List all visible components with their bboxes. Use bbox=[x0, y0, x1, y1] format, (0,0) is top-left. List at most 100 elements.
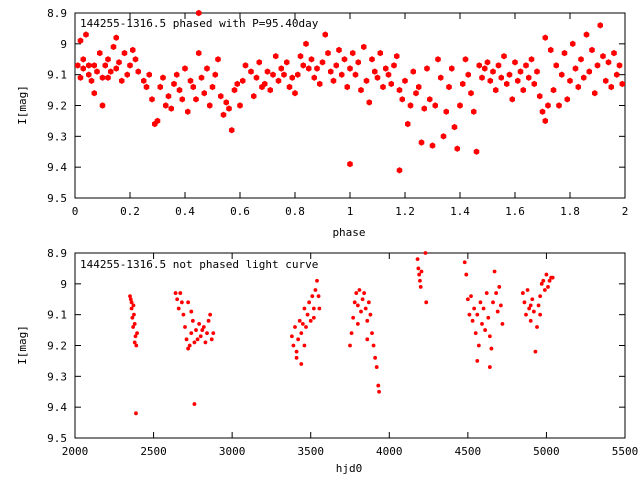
unphased-data-point bbox=[483, 328, 488, 332]
phased-data-point bbox=[317, 80, 323, 88]
phased-data-point bbox=[187, 77, 194, 84]
phased-data-point bbox=[600, 53, 606, 60]
unphased-data-point bbox=[203, 340, 208, 345]
unphased-data-point bbox=[520, 291, 525, 295]
unphased-data-point bbox=[294, 355, 299, 360]
unphased-data-point bbox=[175, 297, 180, 302]
unphased-data-point bbox=[187, 343, 192, 348]
phased-data-point bbox=[473, 148, 480, 155]
phased-y-tick-labels: 8.9 9 9.1 9.2 9.3 9.4 9.5 bbox=[47, 7, 67, 205]
phased-data-point bbox=[413, 90, 419, 97]
phased-data-point bbox=[108, 68, 114, 75]
phased-data-point bbox=[614, 71, 620, 78]
unphased-data-point bbox=[359, 309, 363, 314]
unphased-data-point bbox=[500, 322, 505, 326]
phased-data-point bbox=[262, 80, 268, 88]
phased-data-point bbox=[113, 34, 119, 41]
unphased-data-point bbox=[200, 328, 205, 332]
phased-data-point bbox=[402, 77, 408, 84]
unphased-data-point bbox=[131, 303, 136, 308]
unphased-data-point bbox=[498, 303, 503, 308]
unphased-data-point bbox=[192, 402, 197, 406]
unphased-data-point bbox=[315, 278, 319, 283]
unphased-x-tick-label: 3000 bbox=[219, 445, 246, 458]
phased-y-tick-label: 9.1 bbox=[47, 69, 67, 82]
unphased-data-point bbox=[423, 251, 428, 255]
unphased-data-point bbox=[316, 294, 321, 299]
phased-data-point bbox=[594, 62, 601, 69]
unphased-data-point bbox=[418, 285, 423, 289]
unphased-data-point bbox=[186, 300, 191, 305]
phased-data-point bbox=[542, 117, 548, 125]
phased-x-tick-label: 1.2 bbox=[395, 205, 415, 218]
phased-data-point bbox=[616, 62, 623, 69]
unphased-data-point bbox=[348, 343, 352, 348]
phased-x-tick-label: 1 bbox=[347, 205, 354, 218]
unphased-data-point bbox=[198, 334, 203, 339]
unphased-data-point bbox=[189, 309, 194, 314]
unphased-data-point bbox=[308, 318, 313, 323]
phased-data-point bbox=[160, 74, 166, 81]
phased-data-point bbox=[534, 68, 540, 75]
phased-data-point bbox=[105, 74, 111, 81]
unphased-x-tick-label: 5000 bbox=[533, 445, 560, 458]
phased-x-tick-label: 1.8 bbox=[560, 205, 580, 218]
unphased-data-point bbox=[300, 322, 305, 326]
phased-data-point bbox=[350, 49, 356, 57]
phased-data-point bbox=[179, 96, 185, 103]
unphased-data-point bbox=[533, 349, 538, 354]
unphased-data-point bbox=[131, 325, 136, 329]
phased-data-point bbox=[506, 71, 513, 78]
phased-data-point bbox=[154, 117, 161, 125]
phased-data-point bbox=[300, 62, 306, 69]
unphased-y-axis-label: I[mag] bbox=[16, 325, 29, 365]
phased-data-point bbox=[91, 62, 97, 69]
phased-data-point bbox=[559, 71, 565, 78]
phased-data-point bbox=[75, 62, 81, 69]
unphased-data-point bbox=[368, 312, 373, 317]
phased-y-tick-label: 9.3 bbox=[47, 130, 67, 143]
unphased-data-point bbox=[494, 291, 499, 295]
phased-data-point bbox=[592, 90, 598, 97]
unphased-x-tick-labels: 2000 2500 3000 3500 4000 4500 5000 5500 bbox=[62, 445, 639, 458]
unphased-data-point bbox=[478, 300, 483, 305]
phased-data-point bbox=[185, 108, 191, 115]
phased-data-point bbox=[410, 68, 416, 75]
phased-data-point bbox=[537, 93, 543, 100]
phased-data-point bbox=[545, 102, 551, 109]
unphased-data-point bbox=[313, 288, 318, 292]
phased-data-point bbox=[517, 68, 524, 75]
phased-data-point bbox=[251, 93, 257, 100]
phased-x-tick-label: 0 bbox=[72, 205, 79, 218]
phased-data-point bbox=[311, 74, 317, 81]
unphased-data-point bbox=[132, 340, 137, 345]
unphased-data-point bbox=[299, 331, 304, 336]
phased-data-point bbox=[102, 62, 108, 69]
unphased-data-point bbox=[184, 337, 189, 342]
phased-data-point bbox=[556, 102, 562, 109]
unphased-data-point bbox=[464, 272, 469, 277]
unphased-data-point bbox=[135, 331, 139, 336]
unphased-x-tick-label: 4500 bbox=[455, 445, 482, 458]
unphased-data-point bbox=[299, 362, 304, 366]
phased-data-point bbox=[328, 68, 334, 75]
unphased-x-axis-label: hjd0 bbox=[336, 462, 363, 475]
unphased-data-point bbox=[473, 331, 478, 336]
phased-data-point bbox=[234, 80, 240, 88]
phased-plot-frame bbox=[74, 12, 626, 199]
phased-data-point bbox=[531, 80, 537, 88]
unphased-data-point bbox=[527, 306, 532, 311]
phased-data-point bbox=[358, 86, 364, 94]
unphased-data-point bbox=[524, 312, 528, 317]
phased-data-point bbox=[297, 53, 304, 60]
phased-data-point bbox=[270, 71, 276, 78]
phased-data-point bbox=[303, 40, 309, 47]
unphased-data-point bbox=[310, 294, 315, 299]
unphased-data-point bbox=[178, 291, 183, 295]
unphased-data-point bbox=[132, 312, 136, 317]
phased-data-point bbox=[539, 108, 546, 115]
phased-data-point bbox=[438, 74, 444, 81]
unphased-data-point bbox=[130, 315, 135, 320]
phased-data-point bbox=[440, 133, 447, 140]
unphased-data-point bbox=[355, 303, 360, 308]
